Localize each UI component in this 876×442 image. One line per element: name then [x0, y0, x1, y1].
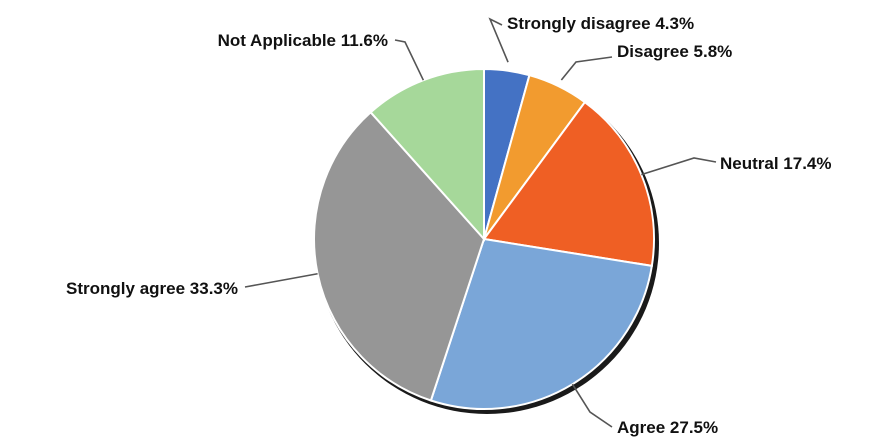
pie-slices: [313, 67, 655, 410]
slice-label-not-applicable: Not Applicable 11.6%: [218, 31, 388, 50]
slice-label-strongly-agree: Strongly agree 33.3%: [66, 279, 238, 298]
pie-slice-strongly-agree: [313, 110, 486, 402]
leader-line-agree: [571, 383, 613, 428]
leader-line-strongly-disagree: [488, 17, 509, 63]
slice-label-neutral: Neutral 17.4%: [720, 154, 832, 173]
leader-line-strongly-agree: [244, 272, 318, 288]
leader-line-neutral: [641, 157, 717, 176]
slice-label-disagree: Disagree 5.8%: [617, 42, 732, 61]
leader-line-disagree: [560, 56, 613, 81]
leader-lines: [244, 17, 717, 428]
leader-line-not-applicable: [394, 39, 425, 81]
slice-label-agree: Agree 27.5%: [617, 418, 718, 437]
slice-label-strongly-disagree: Strongly disagree 4.3%: [507, 14, 694, 33]
slice-labels: Strongly disagree 4.3% Disagree 5.8% Neutr…: [66, 14, 831, 437]
